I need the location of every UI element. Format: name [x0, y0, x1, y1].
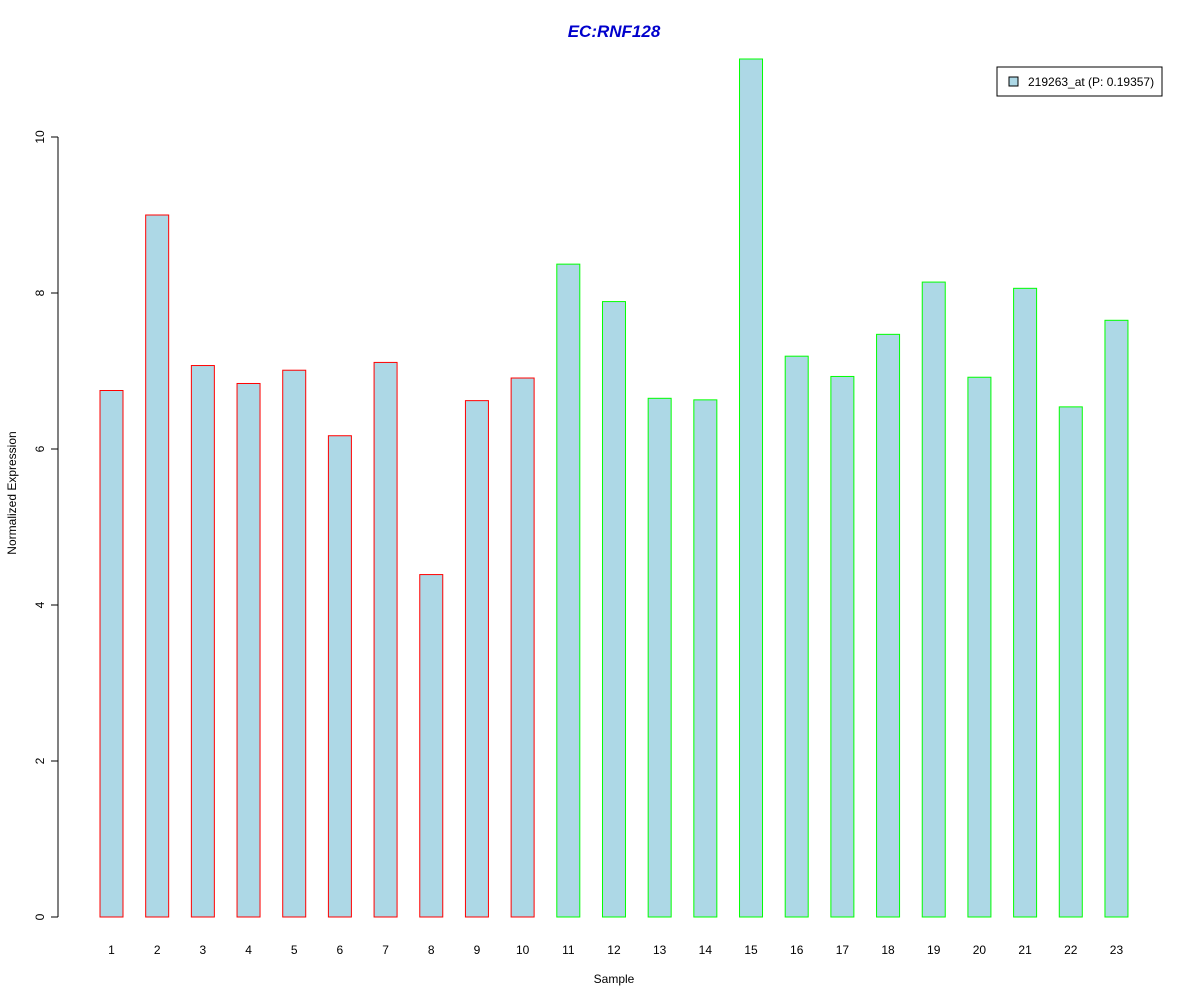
x-tick-labels: 1 2 3 4 5 6 7 8 9 10 11 12 13 14 15 16 17 18 19 20 21 22 23 [108, 943, 1123, 957]
y-tick-label: 0 [33, 913, 47, 920]
bar-sample-19 [921, 281, 946, 918]
y-tick-label: 2 [33, 757, 47, 764]
y-axis: 0 2 4 6 8 10 [33, 130, 59, 920]
bar-sample-23 [1104, 319, 1129, 918]
bar-sample-20 [967, 376, 992, 918]
x-tick-label: 5 [291, 943, 298, 957]
bar-sample-8 [419, 574, 444, 918]
x-tick-label: 18 [881, 943, 895, 957]
bar-sample-1 [99, 390, 124, 918]
bar-sample-12 [601, 301, 626, 918]
y-tick-label: 4 [33, 601, 47, 608]
bar-sample-15 [739, 58, 764, 918]
bar-sample-13 [647, 397, 672, 918]
y-tick-label: 8 [33, 289, 47, 296]
x-tick-label: 20 [973, 943, 987, 957]
legend-label: 219263_at (P: 0.19357) [1028, 75, 1154, 89]
y-axis-label: Normalized Expression [5, 431, 19, 554]
bar-sample-18 [876, 333, 901, 918]
legend-box [996, 66, 1163, 97]
bar-sample-3 [190, 365, 215, 918]
x-tick-label: 9 [474, 943, 481, 957]
bar-sample-14 [693, 399, 718, 918]
x-tick-label: 4 [245, 943, 252, 957]
bars [99, 58, 1129, 918]
x-tick-label: 15 [744, 943, 758, 957]
x-tick-label: 2 [154, 943, 161, 957]
y-tick-label: 10 [33, 130, 47, 144]
x-tick-label: 22 [1064, 943, 1078, 957]
x-tick-label: 3 [200, 943, 207, 957]
chart-title: EC:RNF128 [568, 22, 661, 41]
bar-sample-11 [556, 263, 581, 918]
x-tick-label: 7 [382, 943, 389, 957]
bar-sample-16 [784, 355, 809, 918]
legend-swatch [1008, 76, 1019, 87]
bar-sample-5 [282, 369, 307, 918]
x-tick-label: 10 [516, 943, 530, 957]
x-tick-label: 11 [562, 943, 575, 957]
bar-sample-21 [1013, 287, 1038, 918]
bar-sample-9 [464, 400, 489, 918]
y-tick-label: 6 [33, 445, 47, 452]
x-tick-label: 16 [790, 943, 804, 957]
x-tick-label: 8 [428, 943, 435, 957]
bar-sample-2 [145, 214, 170, 918]
x-tick-label: 17 [836, 943, 850, 957]
bar-sample-6 [327, 435, 352, 918]
bar-sample-7 [373, 361, 398, 918]
x-tick-label: 1 [108, 943, 115, 957]
x-tick-label: 12 [607, 943, 621, 957]
x-tick-label: 21 [1018, 943, 1032, 957]
x-tick-label: 13 [653, 943, 667, 957]
bar-sample-22 [1058, 406, 1083, 918]
x-tick-label: 6 [337, 943, 344, 957]
bar-sample-17 [830, 375, 855, 918]
x-axis-label: Sample [594, 972, 635, 986]
x-tick-label: 19 [927, 943, 941, 957]
x-tick-label: 23 [1110, 943, 1124, 957]
x-tick-label: 14 [699, 943, 713, 957]
legend: 219263_at (P: 0.19357) [996, 66, 1163, 97]
bar-sample-4 [236, 382, 261, 918]
bar-sample-10 [510, 377, 535, 918]
